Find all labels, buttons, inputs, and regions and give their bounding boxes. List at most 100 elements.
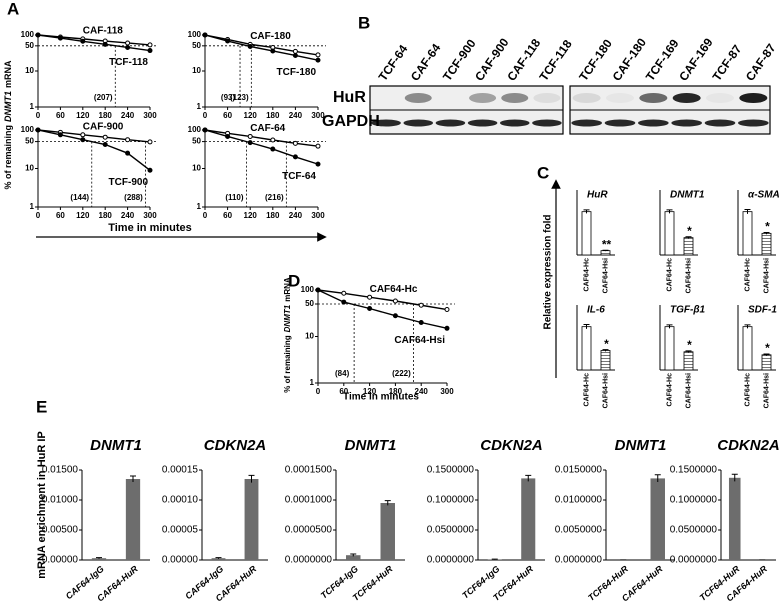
bar [742,326,753,371]
half-life-label: (222) [392,369,411,378]
x-tick-label: 0 [203,111,208,120]
y-tick-label: 0.0000000 [427,555,475,566]
series-label: TCF-180 [277,67,317,78]
hur-band [404,93,432,103]
error-bar [602,249,609,252]
x-tick-label: 120 [363,387,377,396]
y-tick-label: 50 [25,137,34,146]
error-bar [491,558,498,560]
half-life-label: (144) [70,193,89,202]
data-point [147,167,153,173]
y-tick-label: 100 [301,285,315,294]
y-tick-label: 0.00000 [162,555,199,566]
gapdh-band [467,119,498,127]
category-label: CAF64-Hsi [602,258,609,293]
category-label: CAF64-Hsi [763,373,770,408]
data-point [35,127,41,133]
data-point [147,139,153,145]
x-tick-label: 240 [121,211,135,220]
error-bar [602,349,609,352]
category-label: CAF64-Hc [583,258,590,292]
category-label: CAF64-Hc [744,258,751,292]
half-life-label: (123) [230,93,249,102]
error-bar [763,353,770,356]
y-tick-label: 0.0150000 [555,465,603,476]
y-tick-label: 1 [30,102,35,111]
series-line [204,34,319,61]
y-tick-label: 100 [188,125,202,134]
data-point [270,137,276,143]
lane-label: TCF-180 [576,36,615,83]
error-bar [731,473,738,482]
data-point [35,32,41,38]
data-point [102,142,108,148]
x-tick-label: 240 [121,111,135,120]
panel-label: B [358,13,370,32]
y-tick-label: 0.01000 [42,495,79,506]
x-tick-label: 240 [415,387,429,396]
y-tick-label: 0.0500000 [670,525,718,536]
error-bar [215,557,222,559]
bar [664,326,675,371]
y-axis-label: % of remaining DNMT1 mRNA [3,60,13,190]
gapdh-band [704,119,736,127]
error-bar [96,557,102,559]
category-label: CAF64-Hsi [763,258,770,293]
data-point [125,150,131,156]
data-point [444,325,450,331]
bar [380,503,395,560]
series-line [37,34,151,52]
hur-band [572,93,601,103]
series-label: TCF-118 [109,57,148,68]
y-tick-label: 0.00010 [162,495,199,506]
bar [683,237,694,256]
data-point [247,43,253,49]
y-tick-label: 100 [21,125,35,134]
data-point [147,42,153,48]
y-tick-label: 0.1500000 [427,465,475,476]
bar [742,211,753,256]
gapdh-band [571,119,603,127]
series-line [317,289,448,311]
data-point [292,154,298,160]
data-point [367,294,373,300]
significance: * [604,337,609,351]
x-tick-label: 60 [223,211,232,220]
half-life-label: (288) [124,193,143,202]
y-tick-label: 0.1000000 [427,495,475,506]
y-axis-label: % of remaining DNMT1 mRNA [283,277,292,393]
data-point [315,52,321,58]
chart-title: SDF-1 [748,305,777,316]
series-line [204,129,319,147]
x-axis-label: Time in minutes [108,222,192,234]
data-point [392,313,398,319]
y-label-part: mRNA [3,60,13,88]
bar [91,558,107,560]
bar [244,479,259,560]
x-tick-label: 0 [36,211,41,220]
x-tick-label: 0 [36,111,41,120]
x-tick-label: 120 [244,111,258,120]
significance: ** [602,237,612,251]
y-tick-label: 50 [192,41,201,50]
chart-title: DNMT1 [90,437,142,454]
y-tick-label: 0.0050000 [555,525,603,536]
bar [600,350,611,371]
half-life-label: (84) [335,369,350,378]
error-bar [666,324,673,329]
chart-title: DNMT1 [670,190,705,201]
hur-band [533,93,561,103]
x-tick-label: 300 [311,111,325,120]
data-point [247,140,253,146]
bar [664,211,675,256]
data-point [292,140,298,146]
y-tick-label: 50 [305,299,314,308]
error-bar [763,231,770,235]
error-bar [666,209,673,214]
x-tick-label: 60 [56,111,65,120]
error-bar [654,474,661,482]
chart-title: CDKN2A [480,437,543,454]
gapdh-band [499,119,530,127]
gapdh-band [671,119,703,127]
